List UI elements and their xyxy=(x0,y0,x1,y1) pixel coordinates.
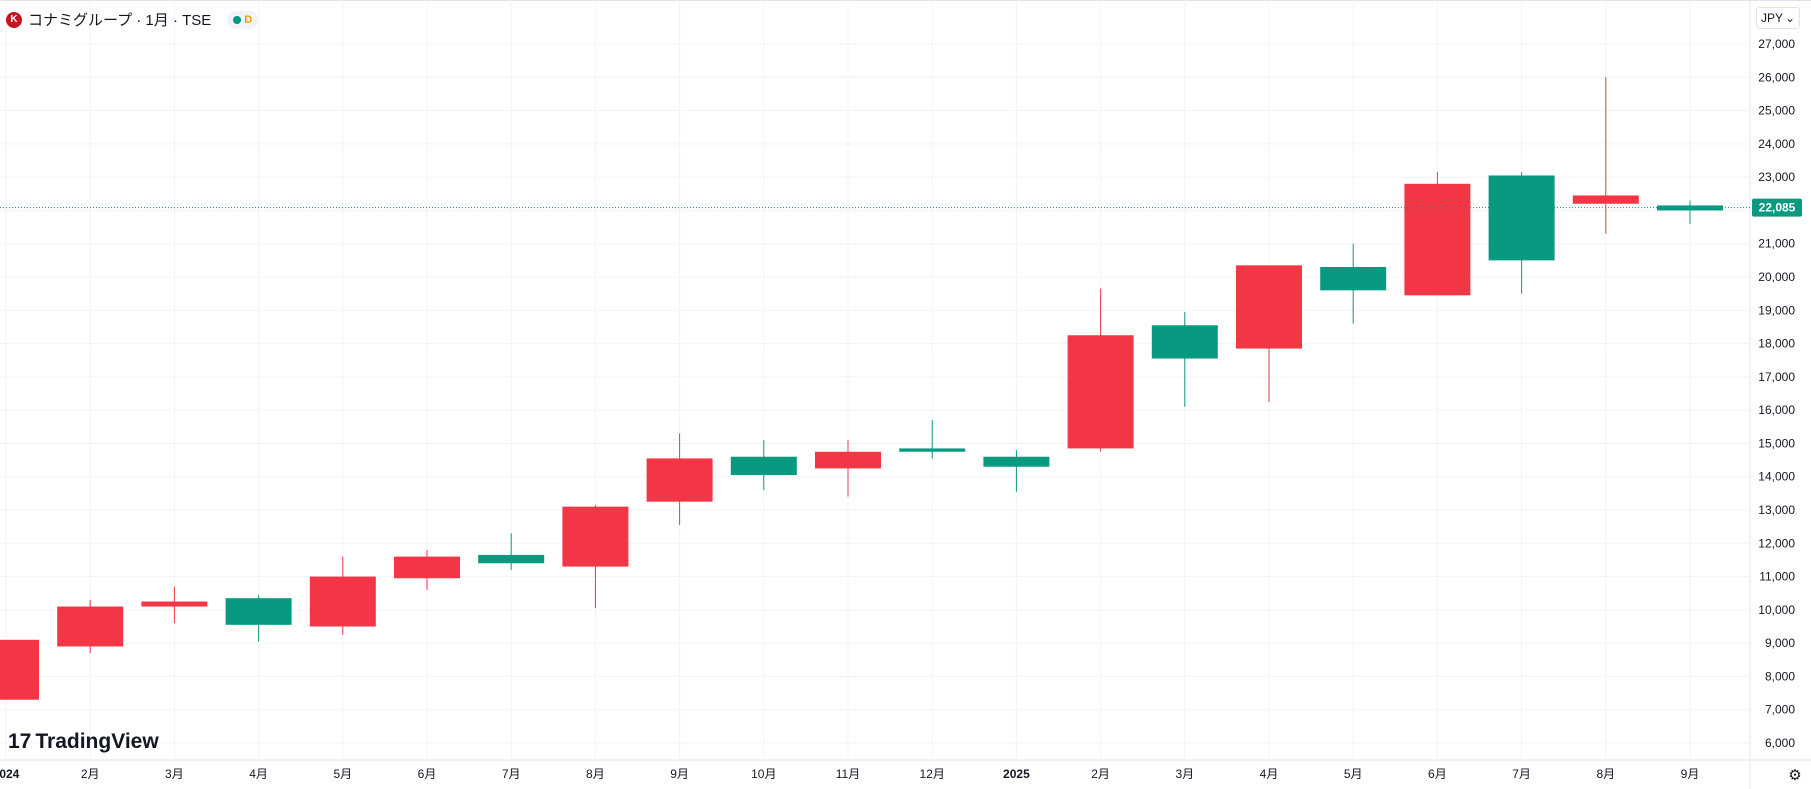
candle-body xyxy=(1067,335,1134,449)
price-tick-label: 13,000 xyxy=(1758,503,1795,517)
time-tick-label: 2025 xyxy=(1003,767,1030,781)
currency-label: JPY xyxy=(1761,11,1784,25)
gear-icon[interactable]: ⚙ xyxy=(1788,767,1802,784)
candle-body xyxy=(225,598,292,625)
price-tick-label: 6,000 xyxy=(1765,736,1795,750)
price-tick-label: 9,000 xyxy=(1765,636,1795,650)
price-tick-label: 23,000 xyxy=(1758,170,1795,184)
price-tick-label: 24,000 xyxy=(1758,137,1795,151)
tradingview-logo[interactable]: 17 TradingView xyxy=(8,730,159,754)
price-tick-label: 14,000 xyxy=(1758,470,1795,484)
time-tick-label: 11月 xyxy=(836,767,860,781)
time-tick-label: 7月 xyxy=(502,767,521,781)
candle-body xyxy=(1236,265,1302,349)
time-tick-label: 5月 xyxy=(1344,767,1363,781)
chevron-down-icon: ⌄ xyxy=(1784,11,1795,25)
delayed-data-label: D xyxy=(244,13,253,26)
time-tick-label: 8月 xyxy=(586,767,605,781)
price-tick-label: 20,000 xyxy=(1758,270,1795,284)
candle-body xyxy=(394,556,460,579)
last-price-label: 22,085 xyxy=(1759,201,1796,215)
candle-body xyxy=(141,601,208,607)
time-tick-label: 6月 xyxy=(418,767,437,781)
time-tick-label: 10月 xyxy=(751,767,776,781)
symbol-logo-icon: K xyxy=(6,11,22,28)
candle-body xyxy=(1572,195,1639,204)
candle-body xyxy=(815,451,881,469)
time-tick-label: 4月 xyxy=(249,767,268,781)
candle-body xyxy=(1151,325,1218,359)
time-tick-label: 8月 xyxy=(1596,767,1615,781)
candle-body xyxy=(1404,183,1471,296)
time-tick-label: 3月 xyxy=(1175,767,1194,781)
time-tick-label: 5月 xyxy=(333,767,352,781)
last-price-badge xyxy=(1752,198,1802,217)
time-tick-label: 2月 xyxy=(1091,767,1110,781)
symbol-title[interactable]: コナミグループ · 1月 · TSE xyxy=(28,12,212,29)
tradingview-wordmark: TradingView xyxy=(35,730,159,753)
price-tick-label: 12,000 xyxy=(1758,536,1795,550)
candle-body xyxy=(730,456,797,476)
candle-body xyxy=(309,576,376,627)
time-tick-label: 2024 xyxy=(0,767,20,781)
price-tick-label: 11,000 xyxy=(1759,570,1795,584)
price-tick-label: 16,000 xyxy=(1758,403,1795,417)
price-tick-label: 26,000 xyxy=(1758,70,1795,84)
market-open-icon xyxy=(233,15,242,24)
market-status-badge[interactable]: D xyxy=(227,10,259,29)
candle-body xyxy=(478,554,545,564)
candle-body xyxy=(57,606,124,647)
price-tick-label: 15,000 xyxy=(1758,436,1795,450)
price-tick-label: 7,000 xyxy=(1765,703,1795,717)
chart-legend: K コナミグループ · 1月 · TSE D xyxy=(6,9,259,30)
time-tick-label: 4月 xyxy=(1260,767,1279,781)
price-tick-label: 8,000 xyxy=(1765,669,1795,683)
price-tick-label: 27,000 xyxy=(1758,37,1795,51)
candle-body xyxy=(899,448,966,452)
candle-body xyxy=(1320,267,1387,291)
candle-body xyxy=(0,639,39,700)
price-tick-label: 17,000 xyxy=(1758,370,1795,384)
price-tick-label: 18,000 xyxy=(1758,337,1795,351)
candle-body xyxy=(983,456,1050,467)
time-tick-label: 9月 xyxy=(1681,767,1700,781)
time-tick-label: 2月 xyxy=(81,767,100,781)
time-tick-label: 3月 xyxy=(165,767,184,781)
currency-selector[interactable]: JPY ⌄ xyxy=(1756,7,1800,29)
candle-body xyxy=(562,506,629,567)
time-tick-label: 9月 xyxy=(670,767,689,781)
price-tick-label: 21,000 xyxy=(1758,237,1795,251)
price-tick-label: 10,000 xyxy=(1758,603,1795,617)
time-tick-label: 7月 xyxy=(1512,767,1531,781)
time-tick-label: 12月 xyxy=(920,767,945,781)
candle-body xyxy=(1488,175,1555,261)
tradingview-mark-icon: 17 xyxy=(8,730,32,753)
price-tick-label: 25,000 xyxy=(1758,104,1795,118)
price-tick-label: 19,000 xyxy=(1758,303,1795,317)
candle-body xyxy=(646,458,713,502)
time-tick-label: 6月 xyxy=(1428,767,1447,781)
